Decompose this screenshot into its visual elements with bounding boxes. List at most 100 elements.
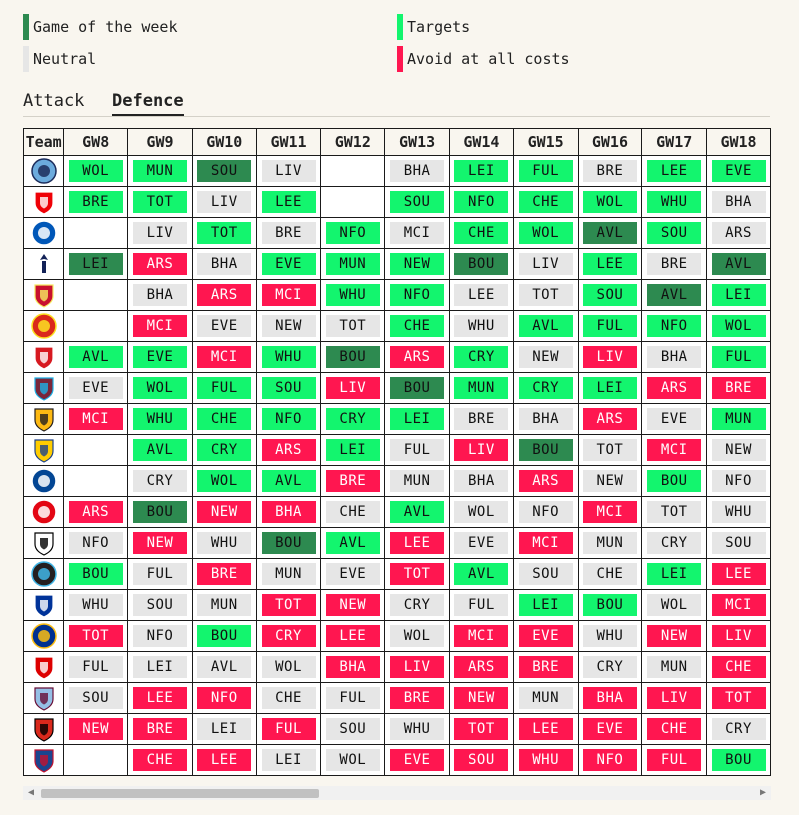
fixture-grid-scroll[interactable]: Team GW8 GW9 GW10 GW11 GW12 GW13 GW14 GW15 GW16 G… bbox=[23, 128, 771, 786]
fixture-cell: BHA bbox=[641, 341, 708, 373]
gameweek-header: GW16 bbox=[577, 128, 643, 156]
fixture-badge: NEW bbox=[454, 687, 509, 709]
fixture-badge: AVL bbox=[582, 222, 637, 244]
fixture-badge: CRY bbox=[197, 439, 252, 461]
fixture-cell: AVL bbox=[255, 465, 322, 497]
team-cell bbox=[23, 372, 65, 404]
fixture-badge: LIV bbox=[711, 625, 766, 647]
fixture-badge: FUL bbox=[518, 160, 573, 182]
fixture-cell: MCI bbox=[191, 341, 257, 373]
fixture-cell: CHE bbox=[255, 682, 322, 714]
fixture-cell: BHA bbox=[577, 682, 643, 714]
fixture-cell: CRY bbox=[191, 434, 257, 466]
fixture-cell: EVE bbox=[63, 372, 129, 404]
scroll-left-icon[interactable]: ◀ bbox=[28, 787, 35, 798]
gameweek-header: GW14 bbox=[448, 128, 514, 156]
fixture-badge: NFO bbox=[132, 625, 187, 647]
fixture-badge: ARS bbox=[711, 222, 766, 244]
fixture-cell: BOU bbox=[63, 558, 129, 590]
fixture-cell: LIV bbox=[577, 341, 643, 373]
fixture-badge: MCI bbox=[68, 408, 123, 430]
team-cell bbox=[23, 744, 65, 776]
fixture-badge: BRE bbox=[132, 718, 187, 740]
fixture-badge: FUL bbox=[325, 687, 380, 709]
fixture-badge: BRE bbox=[454, 408, 509, 430]
fixture-badge: NFO bbox=[68, 532, 123, 554]
fixture-cell: LEI bbox=[706, 279, 771, 311]
fixture-badge: CHE bbox=[132, 749, 187, 771]
fixture-cell: FUL bbox=[641, 744, 708, 776]
fixture-cell: MUN bbox=[577, 527, 643, 559]
fixture-cell: EVE bbox=[577, 713, 643, 745]
tab-attack[interactable]: Attack bbox=[23, 91, 85, 111]
fixture-table: Team GW8 GW9 GW10 GW11 GW12 GW13 GW14 GW15 GW16 G… bbox=[23, 128, 771, 776]
fixture-cell: LIV bbox=[641, 682, 708, 714]
fixture-badge: MUN bbox=[132, 160, 187, 182]
fixture-cell: BOU bbox=[448, 248, 514, 280]
table-row: WHU SOU MUN TOT NEW CRY FUL LEI BOU WOL MCI bbox=[23, 589, 771, 621]
legend-item-avoid: Avoid at all costs bbox=[397, 46, 570, 72]
fixture-badge: LEI bbox=[325, 439, 380, 461]
fixture-cell: WOL bbox=[706, 310, 771, 342]
fixture-badge: NFO bbox=[518, 501, 573, 523]
fixture-cell: WOL bbox=[641, 589, 708, 621]
fixture-badge: ARS bbox=[197, 284, 252, 306]
fixture-badge: LIV bbox=[454, 439, 509, 461]
fulham-crest bbox=[31, 532, 57, 556]
fixture-badge: AVL bbox=[132, 439, 187, 461]
gameweek-header: GW18 bbox=[706, 128, 771, 156]
fixture-badge: WHU bbox=[261, 346, 316, 368]
fixture-cell: SOU bbox=[191, 155, 257, 187]
fixture-cell: LEE bbox=[320, 620, 386, 652]
fixture-cell: WHU bbox=[255, 341, 322, 373]
fixture-badge: EVE bbox=[647, 408, 702, 430]
fixture-badge: LEI bbox=[647, 563, 702, 585]
team-cell bbox=[23, 527, 65, 559]
fixture-cell: LEI bbox=[320, 434, 386, 466]
fixture-badge: LIV bbox=[197, 191, 252, 213]
scrollbar-thumb[interactable] bbox=[41, 789, 319, 798]
fixture-cell: TOT bbox=[641, 496, 708, 528]
team-cell bbox=[23, 713, 65, 745]
fixture-cell: FUL bbox=[191, 372, 257, 404]
chelsea-crest bbox=[30, 468, 57, 494]
fixture-badge: SOU bbox=[647, 222, 702, 244]
fixture-badge: SOU bbox=[518, 563, 573, 585]
fixture-badge: ARS bbox=[261, 439, 316, 461]
fixture-cell: ARS bbox=[127, 248, 193, 280]
fixture-badge: TOT bbox=[454, 718, 509, 740]
fixture-cell: WHU bbox=[448, 310, 514, 342]
fixture-cell: MUN bbox=[127, 155, 193, 187]
fixture-badge: EVE bbox=[518, 625, 573, 647]
horizontal-scrollbar[interactable]: ◀ ▶ bbox=[23, 786, 771, 800]
fixture-badge: ARS bbox=[68, 501, 123, 523]
fixture-badge: BOU bbox=[68, 563, 123, 585]
fixture-cell: WHU bbox=[641, 186, 708, 218]
fixture-cell: WOL bbox=[320, 744, 386, 776]
fixture-badge: ARS bbox=[132, 253, 187, 275]
fixture-badge: CHE bbox=[582, 563, 637, 585]
fixture-badge: WHU bbox=[518, 749, 573, 771]
legend-item-neutral: Neutral bbox=[23, 46, 96, 72]
fixture-cell: CRY bbox=[706, 713, 771, 745]
fixture-badge: MUN bbox=[454, 377, 509, 399]
fixture-badge: CHE bbox=[325, 501, 380, 523]
fixture-badge: LEI bbox=[518, 594, 573, 616]
fixture-badge: WHU bbox=[325, 284, 380, 306]
fixture-badge: EVE bbox=[582, 718, 637, 740]
fixture-badge: NFO bbox=[197, 687, 252, 709]
fixture-badge: SOU bbox=[325, 718, 380, 740]
fixture-cell: NEW bbox=[448, 682, 514, 714]
fixture-cell: BHA bbox=[127, 279, 193, 311]
southampton-crest bbox=[31, 346, 57, 370]
fixture-cell: BRE bbox=[191, 558, 257, 590]
fixture-cell: FUL bbox=[127, 558, 193, 590]
fixture-cell: BOU bbox=[127, 496, 193, 528]
fixture-badge: SOU bbox=[582, 284, 637, 306]
fixture-badge: WOL bbox=[711, 315, 766, 337]
tab-defence[interactable]: Defence bbox=[112, 90, 184, 116]
fixture-cell: WOL bbox=[512, 217, 579, 249]
scroll-right-icon[interactable]: ▶ bbox=[759, 787, 766, 798]
fixture-cell: AVL bbox=[384, 496, 450, 528]
fixture-cell: BRE bbox=[448, 403, 514, 435]
